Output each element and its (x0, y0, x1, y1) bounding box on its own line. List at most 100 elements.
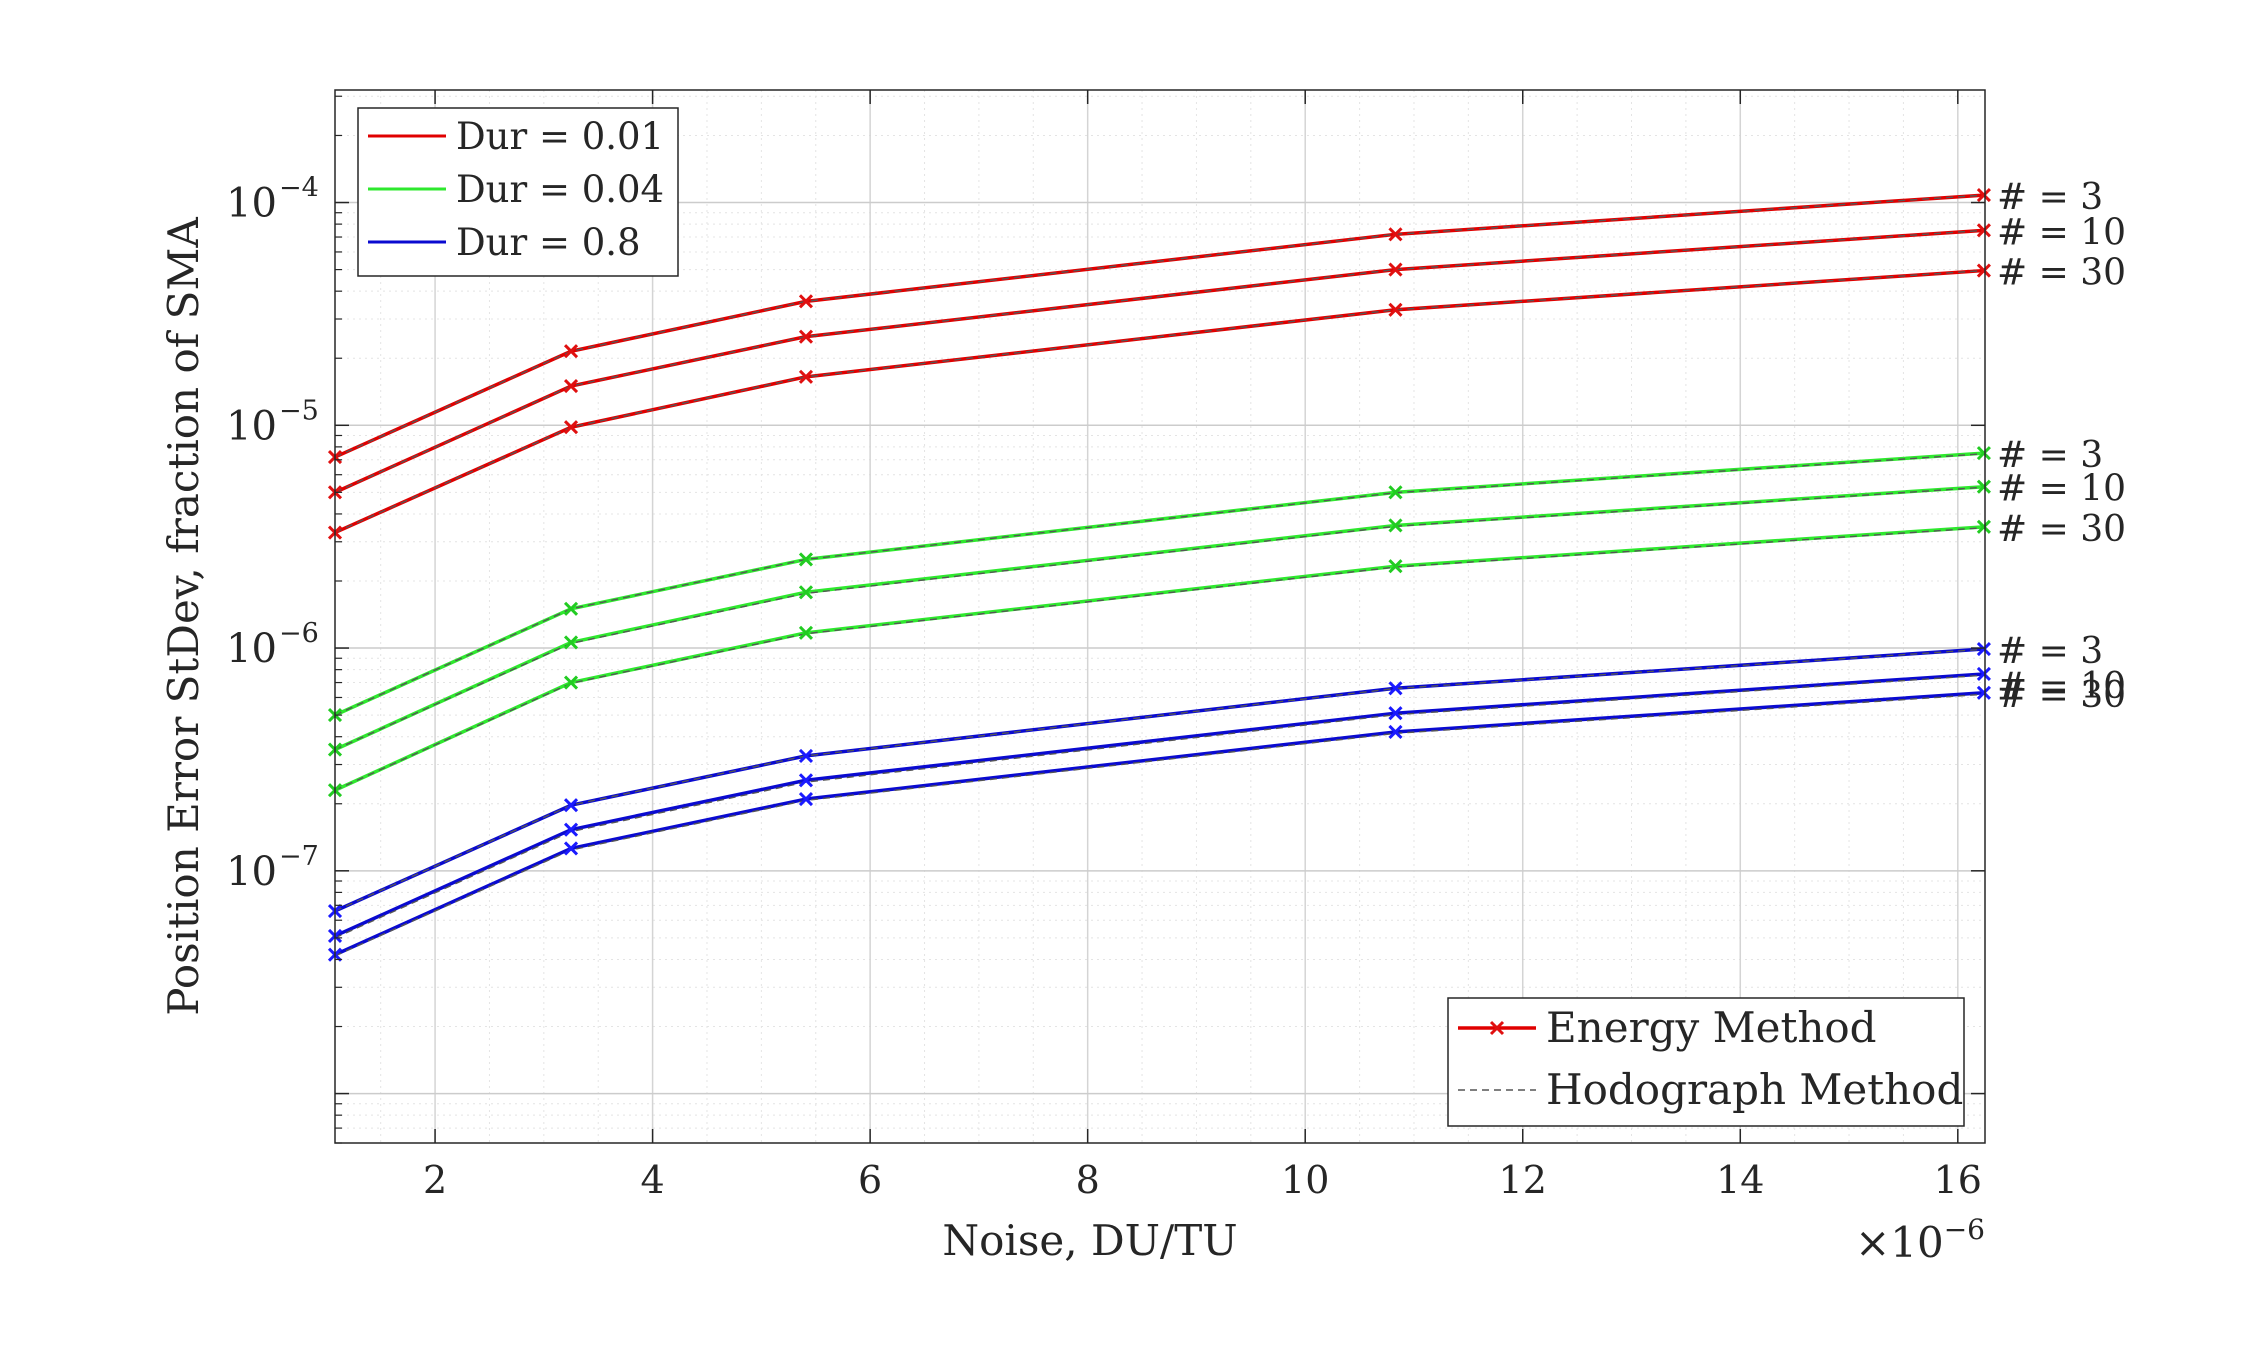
y-tick-label-exponent: −7 (279, 841, 319, 872)
marker-stroke (1388, 262, 1403, 277)
marker-stroke (563, 841, 579, 856)
marker-stroke (1388, 681, 1403, 696)
x-axis-label: Noise, DU/TU (942, 1216, 1237, 1265)
x-multiplier-base: ×10 (1855, 1218, 1944, 1267)
marker-stroke (563, 822, 579, 837)
marker-stroke (1388, 485, 1403, 500)
marker-stroke (1976, 641, 1991, 657)
legend-duration-label: Dur = 0.01 (456, 115, 664, 158)
legend-hodograph-label: Hodograph Method (1546, 1065, 1963, 1114)
energy-marker (1976, 263, 1991, 278)
x-tick-label: 14 (1716, 1158, 1764, 1202)
marker-stroke (1976, 519, 1991, 534)
energy-marker (798, 791, 814, 807)
energy-marker (1976, 479, 1991, 494)
energy-marker (798, 329, 814, 344)
y-axis-label: Position Error StDev, fraction of SMA (159, 217, 208, 1016)
axes-box (334, 89, 1986, 1144)
legend-energy-label: Energy Method (1546, 1003, 1877, 1052)
energy-marker (1976, 223, 1991, 238)
hodograph-series-line (334, 453, 1984, 716)
grid-minor (335, 90, 1985, 1144)
y-tick-label: 10 (226, 181, 277, 227)
energy-marker (1388, 706, 1403, 721)
marker-stroke (1976, 666, 1991, 682)
energy-marker (1388, 681, 1403, 696)
legend-energy-marker (1489, 1020, 1505, 1036)
x-multiplier-exponent: −6 (1944, 1213, 1985, 1246)
marker-stroke (1976, 188, 1991, 203)
marker-stroke (798, 585, 814, 600)
count-label: # = 30 (1997, 675, 2126, 716)
marker-stroke (1388, 302, 1403, 317)
marker-stroke (563, 601, 579, 616)
energy-marker (1976, 188, 1991, 203)
energy-marker (563, 822, 579, 837)
x-tick-label: 6 (858, 1158, 882, 1202)
x-tick-label: 16 (1934, 1158, 1982, 1202)
count-label: # = 3 (1997, 435, 2103, 476)
y-tick-label-exponent: −6 (279, 618, 319, 649)
energy-marker (1976, 666, 1991, 682)
energy-series-line (334, 268, 1985, 535)
hodograph-series-line (334, 526, 1984, 791)
energy-marker (798, 625, 814, 640)
marker-stroke (1976, 446, 1991, 461)
energy-marker (563, 841, 579, 856)
y-tick-label-base: 10 (226, 849, 277, 895)
energy-marker (1388, 227, 1403, 242)
y-tick-label-base: 10 (226, 403, 277, 449)
x-tick-label: 12 (1499, 1158, 1547, 1202)
legend-method: Energy Method Hodograph Method (1447, 997, 1965, 1127)
legend-duration-label: Dur = 0.8 (456, 221, 641, 264)
marker-stroke (798, 552, 814, 567)
y-tick-label: 10 (226, 403, 277, 449)
y-tick-label: 10 (226, 626, 277, 672)
energy-marker (563, 601, 579, 616)
series-layer (334, 193, 1985, 957)
x-tick-label: 10 (1281, 1158, 1329, 1202)
marker-stroke (798, 294, 814, 309)
energy-marker (1388, 485, 1403, 500)
marker-stroke (1976, 263, 1991, 278)
count-label: # = 3 (1997, 631, 2103, 672)
x-axis-multiplier: ×10−6 (1855, 1213, 1985, 1267)
energy-marker (563, 420, 579, 435)
energy-marker (563, 675, 579, 690)
y-tick-label-base: 10 (226, 181, 277, 227)
grid-major (335, 90, 1985, 1143)
hodograph-series-line (334, 648, 1984, 912)
x-tick-label: 8 (1076, 1158, 1100, 1202)
x-tick-label: 4 (641, 1158, 665, 1202)
marker-stroke (563, 420, 579, 435)
count-label: # = 3 (1997, 177, 2103, 218)
marker-stroke (798, 791, 814, 807)
energy-marker (798, 585, 814, 600)
energy-marker (798, 552, 814, 567)
y-tick-label: 10 (226, 849, 277, 895)
marker-stroke (798, 625, 814, 640)
marker-stroke (798, 773, 814, 788)
y-tick-label-exponent: −5 (279, 395, 319, 426)
energy-marker (1976, 446, 1991, 461)
count-label: # = 30 (1997, 509, 2126, 550)
energy-series-line (334, 691, 1985, 957)
legend-duration-box (357, 107, 679, 277)
x-tick-label: 2 (423, 1158, 447, 1202)
energy-marker (798, 294, 814, 309)
marker-stroke (563, 675, 579, 690)
energy-marker (563, 635, 579, 650)
energy-marker (1388, 262, 1403, 277)
energy-marker (1388, 518, 1403, 533)
legend-method-box (1447, 997, 1965, 1127)
y-tick-label-base: 10 (226, 626, 277, 672)
marker-stroke (798, 329, 814, 344)
marker-stroke (1388, 227, 1403, 242)
energy-marker (798, 748, 814, 763)
marker-stroke (1388, 518, 1403, 533)
marker-stroke (1976, 223, 1991, 238)
count-label: # = 30 (1997, 253, 2126, 294)
energy-marker (563, 798, 579, 813)
marker-stroke (1976, 479, 1991, 494)
